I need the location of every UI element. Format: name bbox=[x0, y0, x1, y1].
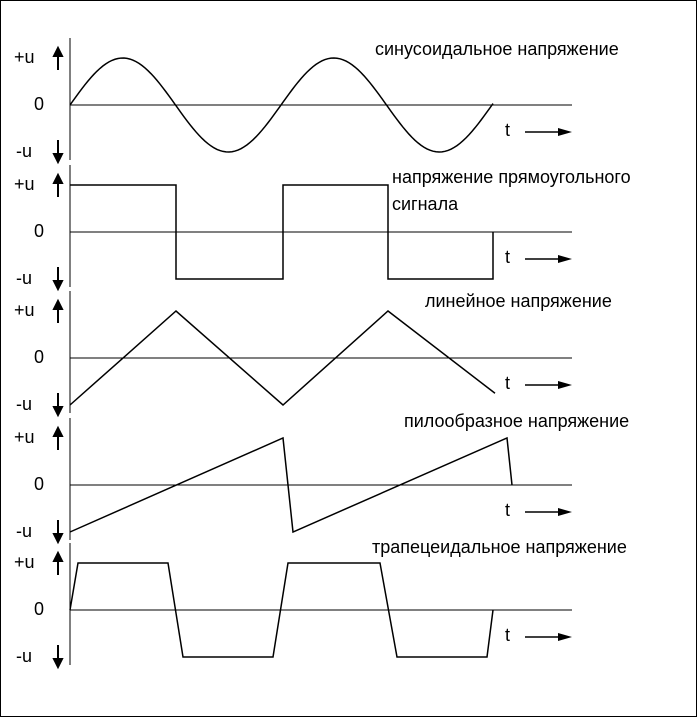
negative-label: -u bbox=[16, 394, 32, 414]
down-arrow bbox=[52, 393, 64, 418]
negative-label: -u bbox=[16, 268, 32, 288]
up-arrow bbox=[52, 425, 64, 450]
zero-label: 0 bbox=[34, 474, 44, 494]
waveform bbox=[69, 436, 513, 534]
positive-label: +u bbox=[14, 427, 35, 447]
up-arrow bbox=[52, 45, 64, 70]
waveform bbox=[69, 562, 494, 658]
panel-title: трапецеидальное напряжение bbox=[372, 537, 627, 557]
panel-title: пилообразное напряжение bbox=[404, 411, 629, 431]
down-arrow bbox=[52, 645, 64, 670]
time-arrow-head bbox=[558, 255, 572, 263]
zero-label: 0 bbox=[34, 94, 44, 114]
time-label: t bbox=[505, 120, 510, 140]
positive-label: +u bbox=[14, 47, 35, 67]
panel-title: напряжение прямоугольного bbox=[392, 167, 631, 187]
time-label: t bbox=[505, 373, 510, 393]
time-label: t bbox=[505, 625, 510, 645]
positive-label: +u bbox=[14, 174, 35, 194]
panel-title: сигнала bbox=[392, 194, 459, 214]
time-arrow-head bbox=[558, 128, 572, 136]
positive-label: +u bbox=[14, 552, 35, 572]
panel-title: синусоидальное напряжение bbox=[375, 39, 619, 59]
zero-label: 0 bbox=[34, 347, 44, 367]
time-label: t bbox=[505, 247, 510, 267]
time-label: t bbox=[505, 500, 510, 520]
waveform bbox=[69, 57, 494, 153]
zero-label: 0 bbox=[34, 599, 44, 619]
up-arrow bbox=[52, 298, 64, 323]
negative-label: -u bbox=[16, 141, 32, 161]
down-arrow bbox=[52, 267, 64, 292]
time-arrow-head bbox=[558, 633, 572, 641]
time-arrow-head bbox=[558, 508, 572, 516]
negative-label: -u bbox=[16, 521, 32, 541]
down-arrow bbox=[52, 520, 64, 545]
up-arrow bbox=[52, 172, 64, 197]
up-arrow bbox=[52, 550, 64, 575]
down-arrow bbox=[52, 140, 64, 165]
positive-label: +u bbox=[14, 300, 35, 320]
negative-label: -u bbox=[16, 646, 32, 666]
waveform bbox=[70, 184, 494, 280]
time-arrow-head bbox=[558, 381, 572, 389]
zero-label: 0 bbox=[34, 221, 44, 241]
panel-title: линейное напряжение bbox=[425, 291, 612, 311]
waveform bbox=[69, 309, 496, 407]
